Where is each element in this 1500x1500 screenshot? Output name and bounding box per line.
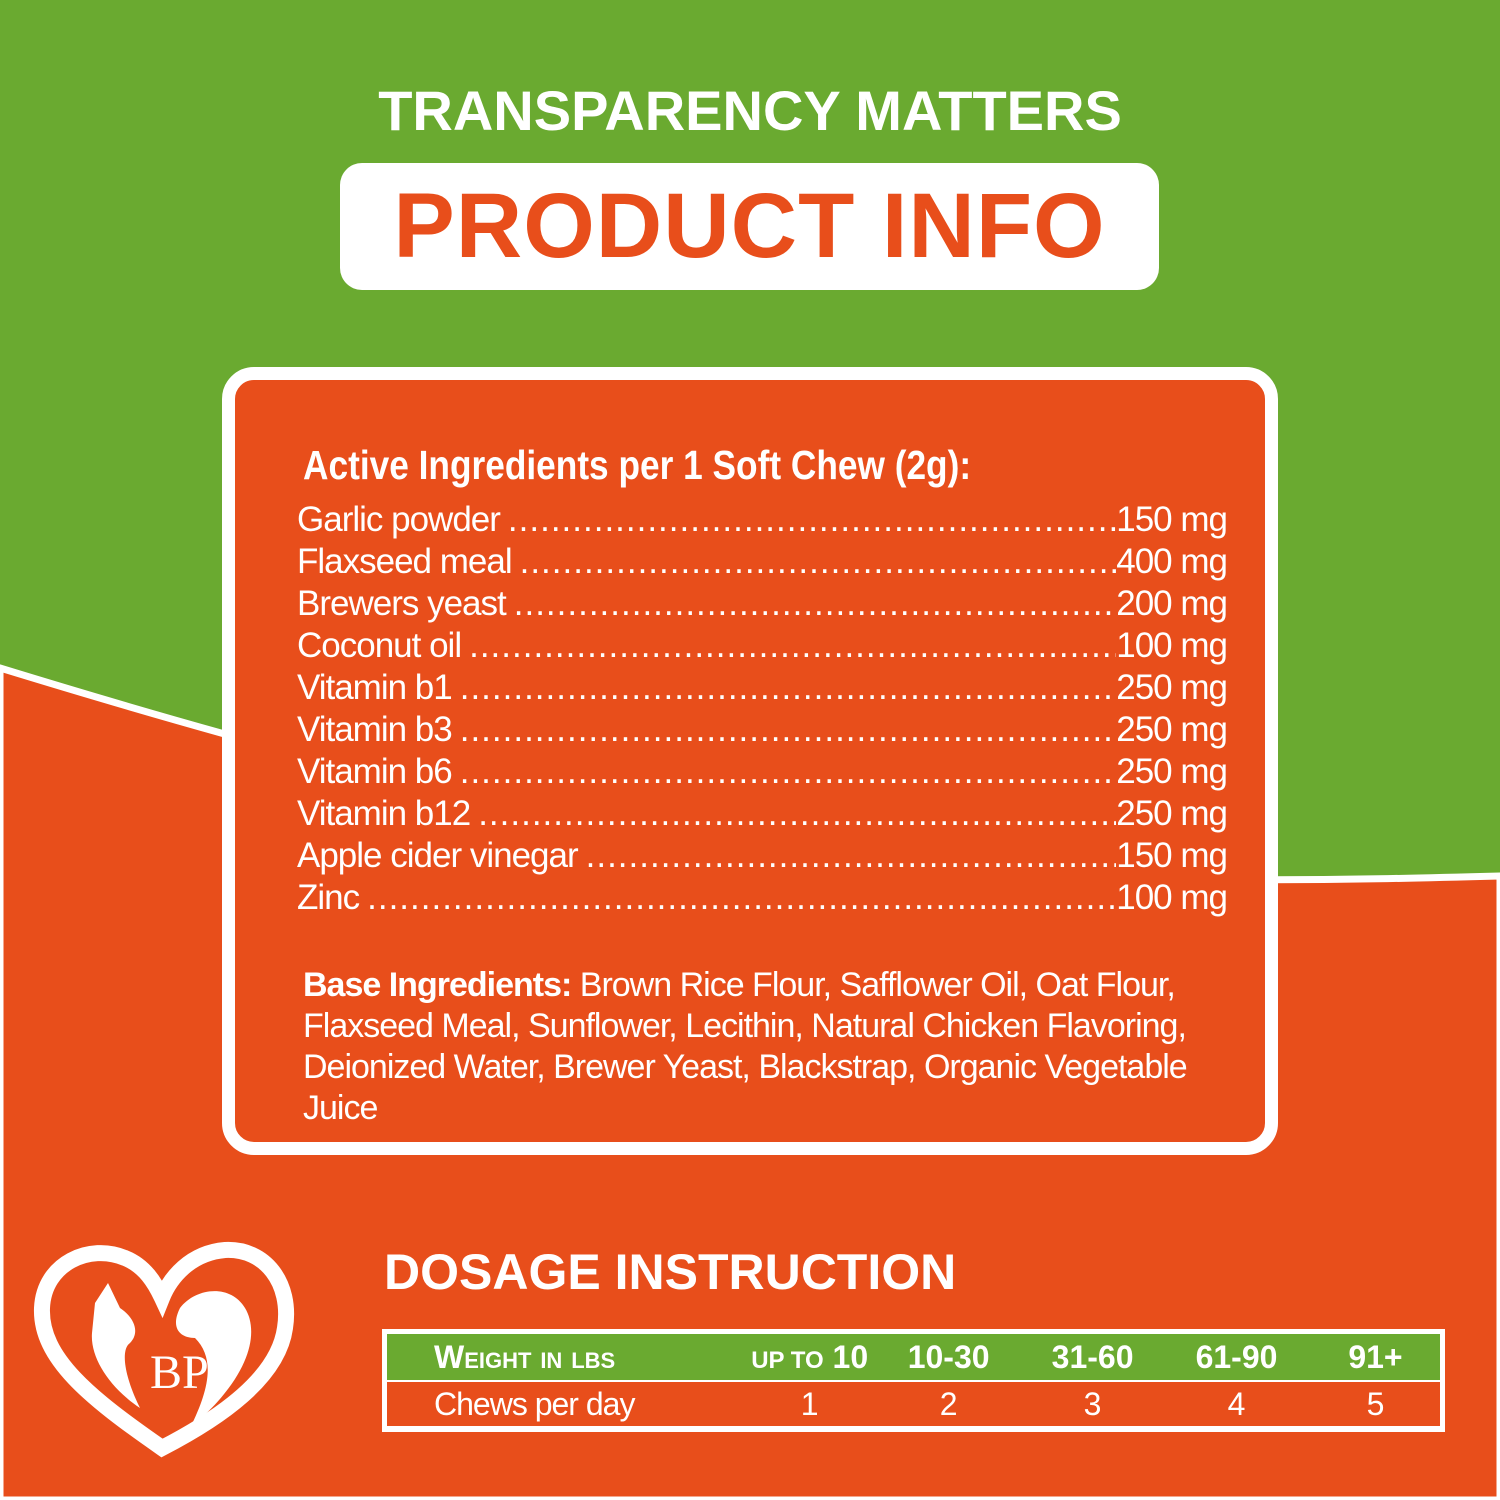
ingredient-row: Vitamin b12 250 mg bbox=[297, 792, 1228, 834]
leader-dots bbox=[367, 878, 1116, 918]
heart-cat-dog-logo-icon: BP bbox=[33, 1241, 295, 1458]
leader-dots bbox=[478, 794, 1116, 834]
leader-dots bbox=[469, 626, 1116, 666]
weight-cell: 91+ bbox=[1348, 1338, 1403, 1375]
ingredient-amount: 100 mg bbox=[1116, 626, 1228, 665]
chews-cell: 1 bbox=[800, 1385, 819, 1422]
leader-dots bbox=[514, 584, 1117, 624]
ingredient-amount: 150 mg bbox=[1116, 500, 1228, 539]
logo-text: BP bbox=[150, 1346, 209, 1399]
ingredient-amount: 250 mg bbox=[1116, 794, 1228, 833]
ingredient-row: Vitamin b1 250 mg bbox=[297, 666, 1228, 708]
ingredient-row: Coconut oil 100 mg bbox=[297, 624, 1228, 666]
chews-cell: 3 bbox=[1083, 1385, 1102, 1422]
dosage-table: Weight in lbs up to 10 10-30 31-60 61-90… bbox=[382, 1329, 1445, 1432]
chews-cell: 4 bbox=[1227, 1385, 1246, 1422]
weight-header: Weight in lbs bbox=[387, 1339, 685, 1376]
active-ingredients-title: Active Ingredients per 1 Soft Chew (2g): bbox=[303, 442, 972, 488]
ingredients-card: Active Ingredients per 1 Soft Chew (2g):… bbox=[222, 367, 1278, 1155]
leader-dots bbox=[520, 542, 1117, 582]
weight-value: 10 bbox=[832, 1338, 869, 1375]
ingredient-amount: 400 mg bbox=[1116, 542, 1228, 581]
title-badge: PRODUCT INFO bbox=[340, 163, 1159, 290]
weight-cell: 31-60 bbox=[1051, 1338, 1134, 1375]
leader-dots bbox=[460, 710, 1117, 750]
leader-dots bbox=[460, 668, 1117, 708]
ingredient-name: Vitamin b1 bbox=[297, 668, 453, 707]
ingredient-name: Brewers yeast bbox=[297, 584, 507, 623]
leader-dots bbox=[586, 836, 1117, 876]
weight-header-label: Weight in lbs bbox=[434, 1338, 616, 1375]
chews-cell: 5 bbox=[1366, 1385, 1385, 1422]
chews-label: Chews per day bbox=[434, 1385, 635, 1422]
ingredient-name: Coconut oil bbox=[297, 626, 462, 665]
base-text: Brown Rice Flour, Safflower Oil, Oat Flo… bbox=[303, 966, 1188, 1127]
ingredient-name: Zinc bbox=[297, 878, 360, 917]
ingredient-name: Vitamin b6 bbox=[297, 752, 453, 791]
base-ingredients: Base Ingredients: Brown Rice Flour, Saff… bbox=[303, 965, 1243, 1129]
ingredient-name: Vitamin b3 bbox=[297, 710, 453, 749]
ingredient-row: Flaxseed meal 400 mg bbox=[297, 540, 1228, 582]
leader-dots bbox=[508, 500, 1116, 540]
weight-cell: up to 10 bbox=[685, 1339, 874, 1376]
ingredient-row: Garlic powder 150 mg bbox=[297, 498, 1228, 540]
dosage-title: DOSAGE INSTRUCTION bbox=[384, 1244, 957, 1300]
ingredient-amount: 150 mg bbox=[1116, 836, 1228, 875]
ingredient-amount: 250 mg bbox=[1116, 710, 1228, 749]
page-title: PRODUCT INFO bbox=[393, 175, 1106, 277]
ingredient-row: Apple cider vinegar 150 mg bbox=[297, 834, 1228, 876]
chews-row: Chews per day 1 2 3 4 5 bbox=[387, 1382, 1440, 1426]
ingredient-name: Vitamin b12 bbox=[297, 794, 471, 833]
weight-row: Weight in lbs up to 10 10-30 31-60 61-90… bbox=[387, 1334, 1440, 1380]
leader-dots bbox=[460, 752, 1117, 792]
ingredient-amount: 250 mg bbox=[1116, 752, 1228, 791]
weight-cell: 61-90 bbox=[1195, 1338, 1278, 1375]
ingredient-name: Flaxseed meal bbox=[297, 542, 513, 581]
ingredient-name: Garlic powder bbox=[297, 500, 501, 539]
ingredient-amount: 250 mg bbox=[1116, 668, 1228, 707]
kicker-heading: TRANSPARENCY MATTERS bbox=[378, 79, 1122, 142]
ingredient-name: Apple cider vinegar bbox=[297, 836, 579, 875]
ingredient-row: Vitamin b6 250 mg bbox=[297, 750, 1228, 792]
chews-cell: 2 bbox=[939, 1385, 958, 1422]
base-label: Base Ingredients: bbox=[303, 966, 572, 1004]
ingredient-row: Zinc 100 mg bbox=[297, 876, 1228, 918]
ingredient-row: Vitamin b3 250 mg bbox=[297, 708, 1228, 750]
ingredient-amount: 200 mg bbox=[1116, 584, 1228, 623]
weight-cell: 10-30 bbox=[907, 1338, 990, 1375]
weight-prefix: up to bbox=[751, 1346, 824, 1374]
ingredient-amount: 100 mg bbox=[1116, 878, 1228, 917]
ingredient-row: Brewers yeast 200 mg bbox=[297, 582, 1228, 624]
